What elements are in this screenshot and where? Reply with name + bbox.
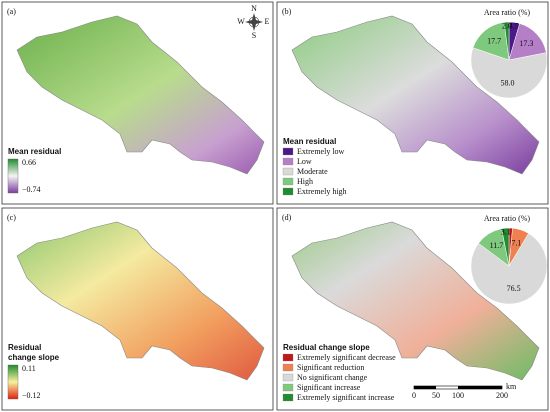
colorbar — [7, 158, 19, 194]
pie-slice — [470, 233, 548, 305]
colorbar-min: −0.12 — [22, 391, 41, 400]
colorbar-max: 0.66 — [22, 158, 36, 167]
legend-swatch — [282, 393, 294, 402]
panel: (a) Mean residual 0.66 −0.74 — [1, 1, 274, 205]
pie-slice — [501, 227, 510, 267]
panel-label: (b) — [282, 7, 292, 16]
legend-swatch — [282, 373, 294, 382]
compass: N SE W — [237, 4, 269, 40]
legend-swatch — [282, 383, 294, 392]
scale-tick: 200 — [496, 391, 508, 400]
pie-slice — [503, 21, 510, 61]
legend-swatch — [282, 147, 294, 156]
pie-label: 76.5 — [507, 284, 521, 293]
legend-label: Low — [297, 157, 312, 166]
panel-label: (d) — [282, 213, 292, 222]
legend-title: change slope — [8, 353, 60, 362]
pie-label: 58.0 — [500, 78, 514, 87]
scale-unit: km — [506, 382, 517, 391]
colorbar-min: −0.74 — [22, 185, 41, 194]
colorbar-max: 0.11 — [22, 364, 36, 373]
pie-label: 17.3 — [519, 39, 533, 48]
pie-label: 2.0 — [502, 21, 512, 30]
pie-slice — [508, 23, 547, 61]
scale-tick: 100 — [452, 391, 464, 400]
legend-label: Significant reduction — [297, 363, 364, 372]
pie-label: 11.7 — [490, 241, 504, 250]
pie-slice — [470, 47, 548, 99]
legend-swatch — [282, 157, 294, 166]
pie-title: Area ratio (%) — [484, 8, 531, 17]
pie-title: Area ratio (%) — [484, 214, 531, 223]
pie-label: 17.7 — [487, 37, 501, 46]
legend-label: Extremely significant increase — [297, 393, 395, 402]
legend-swatch — [282, 187, 294, 196]
compass-ring — [248, 16, 260, 28]
scale-tick: 0 — [412, 391, 416, 400]
compass-letter: E — [265, 17, 270, 26]
scale-bar-fill — [458, 386, 502, 389]
legend-label: Extremely significant decrease — [297, 353, 396, 362]
legend-swatch — [282, 363, 294, 372]
compass-letter: W — [237, 17, 245, 26]
legend-title: Residual change slope — [283, 343, 370, 352]
pie-label: 3.1 — [501, 228, 511, 237]
legend-swatch — [282, 167, 294, 176]
legend-swatch — [282, 177, 294, 186]
pie-slice — [472, 22, 510, 61]
legend-title: Residual — [8, 343, 41, 352]
legend-swatch — [282, 353, 294, 362]
panel-label: (c) — [7, 213, 16, 222]
pie-label: 4.5 — [509, 22, 519, 31]
panel-label: (a) — [7, 7, 16, 16]
legend-title: Mean residual — [283, 137, 336, 146]
legend-label: Extremely high — [297, 187, 347, 196]
legend-label: Extremely low — [297, 147, 345, 156]
scale-bar-fill — [414, 386, 436, 389]
legend-label: Significant increase — [297, 383, 361, 392]
pie-label: 7.1 — [511, 238, 521, 247]
pie-label: 1.5 — [506, 227, 516, 236]
legend-label: Moderate — [297, 167, 328, 176]
compass-letter: S — [252, 31, 256, 40]
compass-rose — [245, 13, 263, 31]
scale-tick: 50 — [432, 391, 440, 400]
legend-title: Mean residual — [8, 147, 61, 156]
legend-label: High — [297, 177, 313, 186]
compass-letter: N — [251, 4, 257, 13]
legend-label: No significant change — [297, 373, 368, 382]
colorbar — [7, 364, 19, 400]
